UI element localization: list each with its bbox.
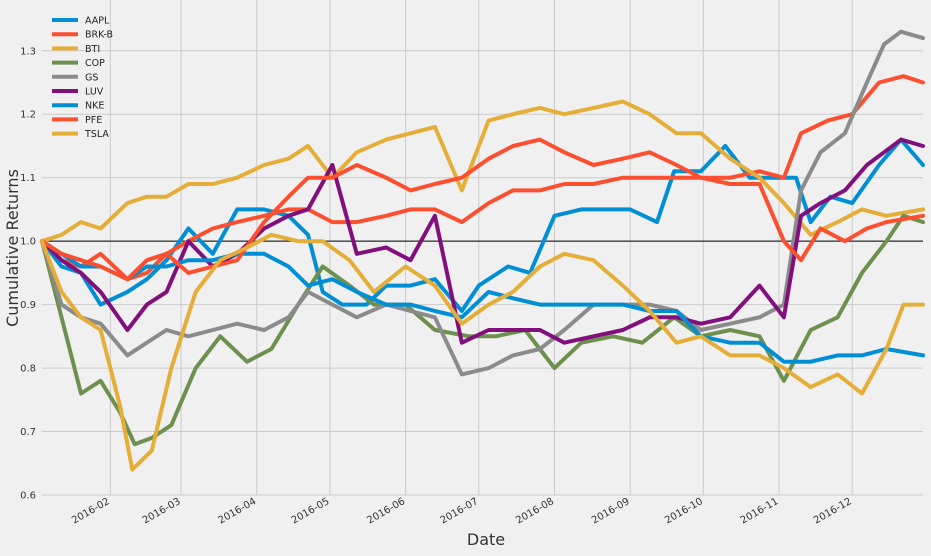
series-line-luv: [40, 137, 925, 345]
x-tick-label: 2016-02: [70, 496, 112, 526]
series-line-pfe: [40, 137, 925, 282]
legend-label: NKE: [85, 101, 104, 112]
x-axis-label: Date: [467, 530, 505, 549]
y-tick-label: 0.7: [20, 427, 36, 438]
x-tick-label: 2016-03: [141, 496, 183, 526]
y-axis-ticks: 0.6 0.7 0.8 0.9 1.0 1.1 1.2 1.3: [20, 46, 36, 501]
x-tick-label: 2016-11: [739, 496, 781, 526]
y-tick-label: 1.3: [20, 46, 36, 57]
legend-label: COP: [85, 58, 105, 69]
legend-label: LUV: [85, 87, 104, 98]
x-tick-label: 2016-09: [590, 496, 632, 526]
legend-label: TSLA: [84, 129, 109, 140]
y-tick-label: 1.1: [20, 173, 36, 184]
x-axis-ticks: 2016-02 2016-03 2016-04 2016-05 2016-06 2016-…: [70, 496, 854, 526]
x-tick-label: 2016-05: [290, 496, 332, 526]
series-line-tsla: [40, 232, 925, 472]
legend-label: PFE: [85, 115, 102, 126]
x-tick-label: 2016-07: [439, 496, 481, 526]
x-tick-label: 2016-06: [365, 496, 407, 526]
x-tick-label: 2016-10: [663, 496, 705, 526]
x-tick-label: 2016-12: [812, 496, 854, 526]
y-tick-label: 0.8: [20, 364, 36, 375]
y-tick-label: 1.2: [20, 110, 36, 121]
series-line-gs: [40, 29, 925, 377]
legend-label: AAPL: [85, 16, 110, 27]
y-tick-label: 0.6: [20, 491, 36, 502]
series-line-bti: [40, 99, 925, 244]
series-group: [40, 29, 925, 472]
x-tick-label: 2016-04: [217, 496, 259, 526]
y-tick-label: 0.9: [20, 300, 36, 311]
plot-background: [42, 0, 923, 495]
y-tick-label: 1.0: [20, 237, 36, 248]
series-line-nke: [40, 239, 925, 364]
y-axis-label: Cumulative Returns: [3, 169, 22, 327]
legend-label: GS: [85, 72, 98, 83]
legend-label: BRK-B: [85, 30, 113, 41]
legend-label: BTI: [85, 44, 100, 55]
legend: AAPL BRK-B BTI COP GS LUV NKE PFE TSLA: [52, 16, 113, 140]
x-tick-label: 2016-08: [514, 496, 556, 526]
